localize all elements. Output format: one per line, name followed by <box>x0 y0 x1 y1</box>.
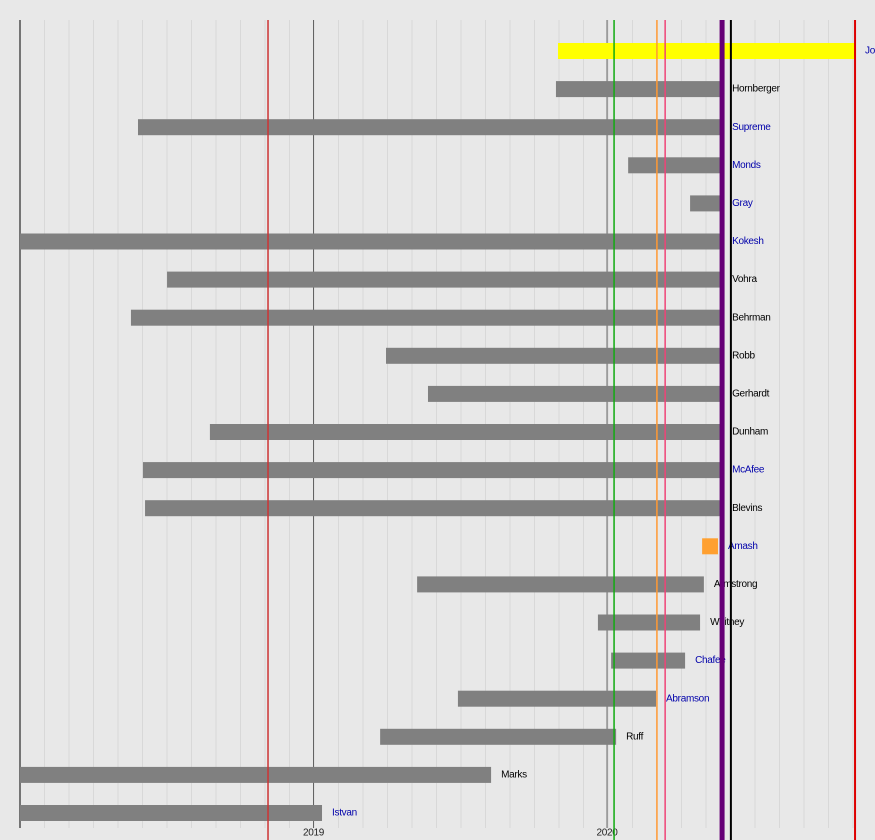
bar <box>690 195 723 212</box>
row-label[interactable]: Kokesh <box>732 236 764 247</box>
row-label[interactable]: Chafee <box>695 655 726 666</box>
row-label[interactable]: McAfee <box>732 465 765 476</box>
row-label[interactable]: Gray <box>732 198 753 209</box>
row-label: Dunham <box>732 427 768 438</box>
bar <box>130 309 723 326</box>
row-label[interactable]: Amash <box>728 541 758 552</box>
row-label: Armstrong <box>714 579 757 590</box>
row-label[interactable]: Supreme <box>732 122 772 133</box>
row-label[interactable]: Abramson <box>666 693 709 704</box>
row-label: Hornberger <box>732 84 781 95</box>
bar <box>628 157 723 174</box>
row-label: Vohra <box>732 274 757 285</box>
row-label: Marks <box>501 770 527 781</box>
x-tick-label: 2019 <box>303 828 325 839</box>
x-tick-label: 2020 <box>597 828 619 839</box>
bar <box>558 43 856 59</box>
bar <box>611 652 686 669</box>
row-label: Robb <box>732 350 755 361</box>
bar <box>702 538 718 555</box>
row-label[interactable]: Jo <box>865 46 875 57</box>
row-label[interactable]: Monds <box>732 160 761 171</box>
row-label[interactable]: Istvan <box>332 808 357 819</box>
row-label: Blevins <box>732 503 762 514</box>
bar <box>20 805 323 821</box>
bar <box>209 424 723 440</box>
bar <box>457 690 657 707</box>
bar <box>597 614 701 631</box>
bar <box>417 576 704 593</box>
row-label: Ruff <box>626 731 643 742</box>
bar <box>427 385 723 402</box>
bar <box>145 500 723 517</box>
bar <box>555 81 723 98</box>
bar <box>20 233 723 250</box>
bar <box>142 462 723 479</box>
bar <box>167 271 723 288</box>
bar <box>20 766 492 783</box>
row-label: Gerhardt <box>732 389 770 400</box>
row-label: Whitney <box>710 617 744 628</box>
bar <box>137 119 723 136</box>
bar <box>386 347 723 364</box>
row-label: Behrman <box>732 312 770 323</box>
bar <box>380 728 617 745</box>
